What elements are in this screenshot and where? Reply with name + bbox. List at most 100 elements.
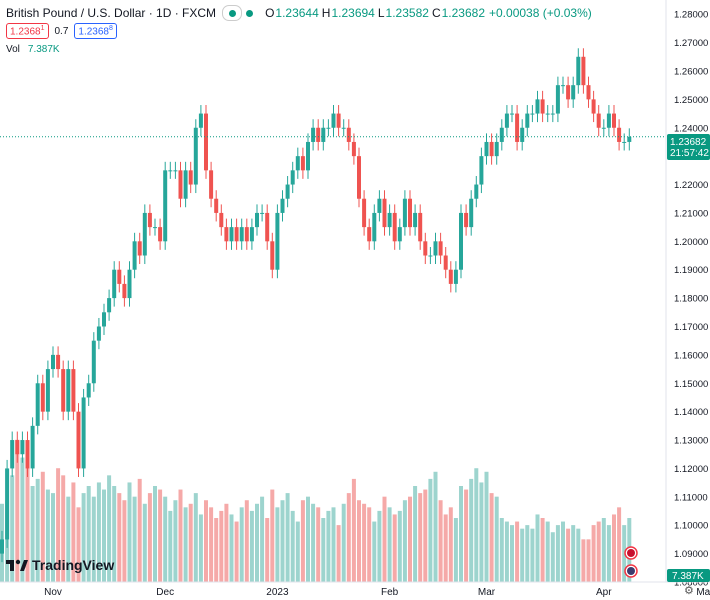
volume-bar <box>550 532 555 582</box>
price-tick-label: 1.16000 <box>674 350 708 361</box>
candle-body <box>418 212 423 242</box>
volume-bar <box>244 500 249 582</box>
volume-bar <box>239 507 244 582</box>
candle-body <box>285 184 290 199</box>
candle-body <box>219 212 224 228</box>
candle-body <box>224 227 229 242</box>
volume-bar <box>204 500 208 582</box>
volume-bar <box>408 496 412 582</box>
candle-body <box>178 170 183 199</box>
candle-body <box>413 212 418 228</box>
volume-bar <box>469 478 474 582</box>
candle-body <box>198 113 203 128</box>
candle-body <box>25 440 30 469</box>
volume-bar <box>122 500 127 582</box>
volume-bar <box>275 507 280 582</box>
volume-bar <box>168 510 173 582</box>
candle-body <box>617 127 622 142</box>
event-markers[interactable] <box>624 546 638 578</box>
volume-bar <box>316 507 321 582</box>
volume-bar <box>362 503 367 582</box>
volume-bar <box>351 478 356 582</box>
volume-legend[interactable]: Vol 7.387K <box>6 44 60 55</box>
candle-body <box>214 198 219 213</box>
volume-bar <box>606 525 611 582</box>
volume-bar <box>35 478 40 582</box>
candle-body <box>193 127 198 185</box>
low-value: 1.23582 <box>385 6 429 20</box>
candle-body <box>30 425 35 469</box>
volume-bar <box>214 518 219 582</box>
candle-body <box>601 127 606 129</box>
candle-body <box>459 212 463 270</box>
candle-body <box>331 113 336 128</box>
price-axis[interactable]: 1.280001.270001.260001.250001.240001.230… <box>674 10 708 589</box>
price-tick-label: 1.27000 <box>674 38 708 49</box>
volume-bar <box>443 514 448 582</box>
time-axis[interactable]: NovDec2023FebMarAprMayJun <box>44 587 710 598</box>
candle-body <box>321 127 326 142</box>
candle-body <box>402 198 407 228</box>
price-tick-label: 1.24000 <box>674 123 708 134</box>
volume-bar <box>137 478 142 582</box>
price-tag: 1.23682 21:57:42 <box>667 134 710 160</box>
candle-body <box>596 113 601 128</box>
volume-bar <box>596 521 601 582</box>
tradingview-logo[interactable]: TradingView <box>6 557 114 573</box>
volume-bar <box>66 496 71 582</box>
volume-bar <box>428 478 433 582</box>
candle-body <box>122 283 127 299</box>
candle-body <box>265 212 270 242</box>
candle-body <box>102 312 106 327</box>
volume-bar <box>601 518 606 582</box>
time-tick-label: Apr <box>596 587 612 598</box>
volume-bar <box>622 525 627 582</box>
price-tick-label: 1.17000 <box>674 322 708 333</box>
price-tick-label: 1.13000 <box>674 436 708 447</box>
volume-bar <box>586 539 591 582</box>
logo-text: TradingView <box>32 557 115 573</box>
candle-body <box>448 269 453 284</box>
candle-body <box>91 340 96 384</box>
volume-bar <box>341 503 346 582</box>
volume-bar <box>132 496 137 582</box>
candle-body <box>428 255 433 257</box>
price-tick-label: 1.20000 <box>674 237 708 248</box>
volume-bar <box>453 518 458 582</box>
candle-body <box>127 269 132 299</box>
candle-body <box>540 99 545 114</box>
candle-body <box>15 440 20 455</box>
gear-icon[interactable]: ⚙ <box>684 585 694 597</box>
candle-body <box>86 383 91 398</box>
price-tick-label: 1.12000 <box>674 464 708 475</box>
candle-body <box>229 227 234 242</box>
volume-bar <box>474 468 479 582</box>
volume-bar <box>464 489 469 582</box>
price-tick-label: 1.25000 <box>674 95 708 106</box>
price-tick-label: 1.11000 <box>674 492 708 503</box>
candle-body <box>137 241 142 256</box>
candle-body <box>188 170 193 185</box>
volume-label: Vol <box>6 44 20 55</box>
close-value: 1.23682 <box>441 6 485 20</box>
price-tick-label: 1.09000 <box>674 549 708 560</box>
volume-bar <box>81 493 86 582</box>
visibility-eye-icon[interactable] <box>222 5 243 21</box>
candle-body <box>295 156 300 171</box>
candle-body <box>489 141 494 157</box>
volume-bar <box>178 489 183 582</box>
candle-body <box>209 170 214 199</box>
candle-body <box>535 99 540 114</box>
time-tick-label: Nov <box>44 587 62 598</box>
sell-button[interactable]: 1.23681 <box>6 23 49 40</box>
volume-bar <box>249 510 254 582</box>
open-label: O <box>265 6 275 20</box>
buy-button[interactable]: 1.23688 <box>74 23 117 40</box>
volume-bar <box>107 475 112 582</box>
symbol-legend[interactable]: British Pound / U.S. Dollar · 1D · FXCM … <box>6 5 592 21</box>
symbol-title[interactable]: British Pound / U.S. Dollar · 1D · FXCM <box>6 6 217 20</box>
volume-bar <box>260 496 265 582</box>
volume-bar <box>40 471 45 582</box>
volume-bar <box>91 496 96 582</box>
